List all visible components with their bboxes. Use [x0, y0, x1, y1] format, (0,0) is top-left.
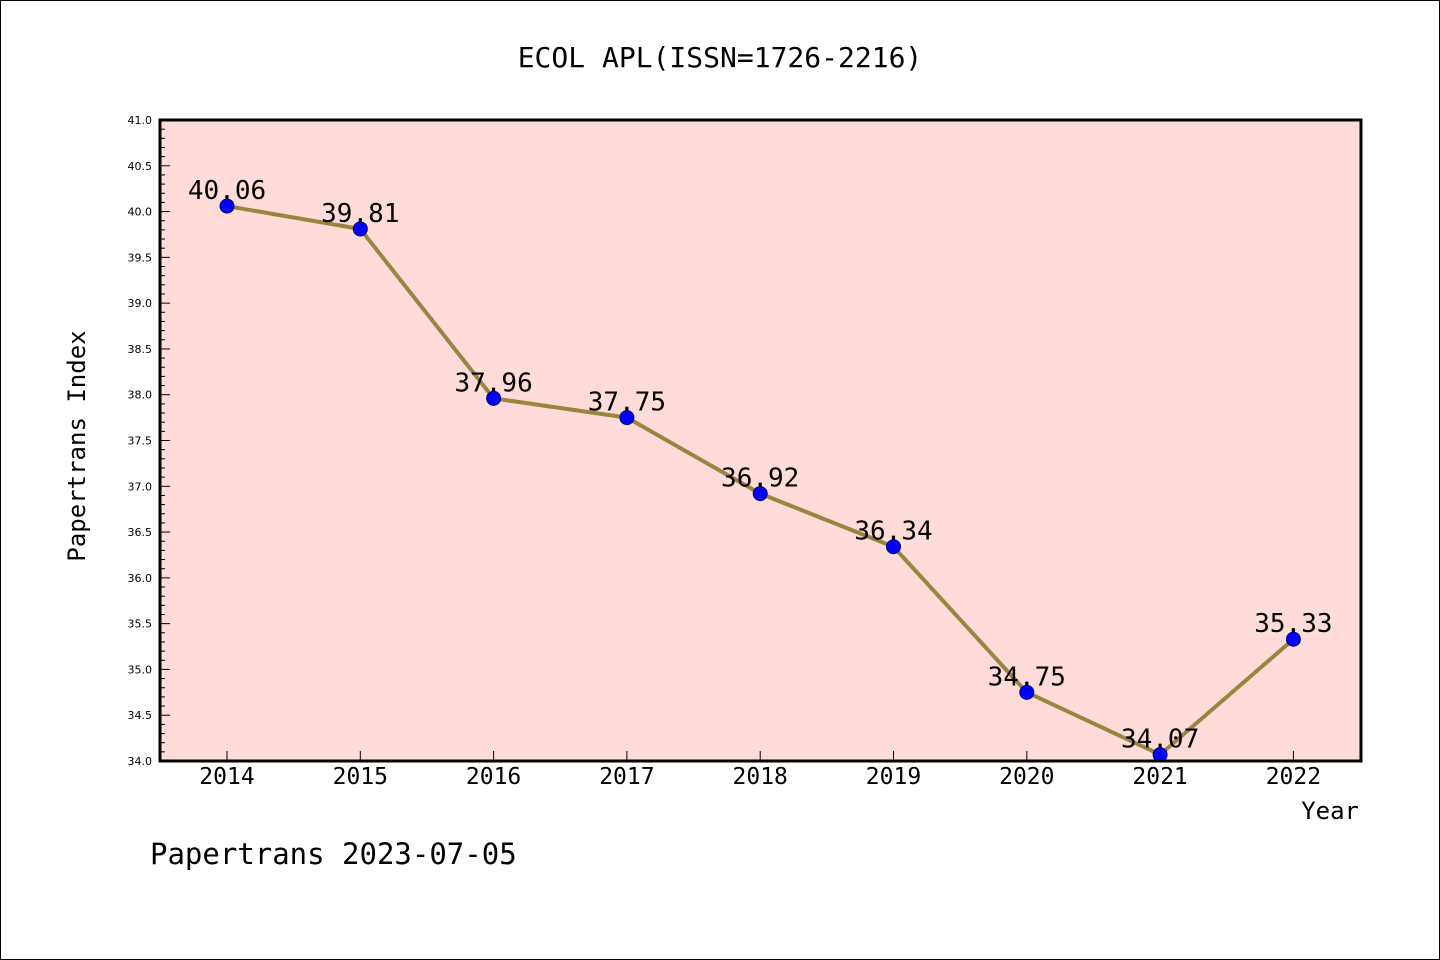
- data-point-2016: [486, 390, 502, 406]
- y-tick-label: 40.5: [128, 160, 153, 173]
- x-tick-label: 2022: [1266, 764, 1321, 790]
- y-tick-label: 40.0: [128, 206, 153, 219]
- y-tick-label: 34.0: [128, 755, 153, 768]
- x-tick-label: 2021: [1132, 764, 1187, 790]
- x-tick-label: 2019: [866, 764, 921, 790]
- y-tick-label: 39.0: [128, 297, 153, 310]
- y-axis-label: Papertrans Index: [63, 330, 91, 561]
- data-point-2018: [752, 486, 768, 502]
- x-tick-label: 2015: [333, 764, 388, 790]
- x-axis-label: Year: [1301, 797, 1359, 825]
- data-points: [219, 198, 1301, 763]
- x-axis: 2014 2015 2016 2017 2018 2019 2020 2021 2022: [199, 751, 1321, 790]
- x-tick-label: 2014: [199, 764, 254, 790]
- data-label-2020: 34.75: [988, 662, 1066, 692]
- y-tick-label: 35.0: [128, 663, 153, 676]
- x-tick-label: 2017: [599, 764, 654, 790]
- y-tick-label: 38.0: [128, 389, 153, 402]
- y-tick-label: 36.5: [128, 526, 153, 539]
- data-point-2014: [219, 198, 235, 214]
- data-point-2020: [1019, 684, 1035, 700]
- data-label-2016: 37.96: [454, 368, 532, 398]
- data-point-2022: [1285, 631, 1301, 647]
- x-tick-label: 2018: [733, 764, 788, 790]
- data-label-2018: 36.92: [721, 464, 799, 494]
- data-label-2022: 35.33: [1254, 609, 1332, 639]
- y-tick-label: 35.5: [128, 618, 153, 631]
- data-point-2017: [619, 410, 635, 426]
- y-axis: 34.0 34.5 35.0 35.5 36.0 36.5 37.0 37.5 38.0 38.5…: [128, 114, 170, 768]
- y-tick-label: 41.0: [128, 114, 153, 127]
- chart-title: ECOL APL(ISSN=1726-2216): [518, 41, 923, 74]
- y-tick-label: 38.5: [128, 343, 153, 356]
- plot-frame: [158, 118, 1363, 763]
- footer-credit: Papertrans 2023-07-05: [150, 837, 517, 871]
- data-label-2015: 39.81: [321, 199, 399, 229]
- data-labels: 40.06 39.81 37.96 37.75 36.92 36.34 34.75 34.07…: [188, 176, 1333, 755]
- y-tick-label: 37.5: [128, 435, 153, 448]
- y-tick-label: 36.0: [128, 572, 153, 585]
- data-label-2017: 37.75: [588, 388, 666, 418]
- data-point-2015: [352, 221, 368, 237]
- data-label-2019: 36.34: [854, 517, 932, 547]
- x-tick-label: 2020: [999, 764, 1054, 790]
- y-tick-label: 37.0: [128, 480, 153, 493]
- data-point-2019: [886, 539, 901, 555]
- data-label-2021: 34.07: [1121, 725, 1199, 755]
- y-tick-label: 34.5: [128, 709, 153, 722]
- y-tick-label: 39.5: [128, 251, 153, 264]
- data-label-2014: 40.06: [188, 176, 266, 206]
- x-tick-label: 2016: [466, 764, 521, 790]
